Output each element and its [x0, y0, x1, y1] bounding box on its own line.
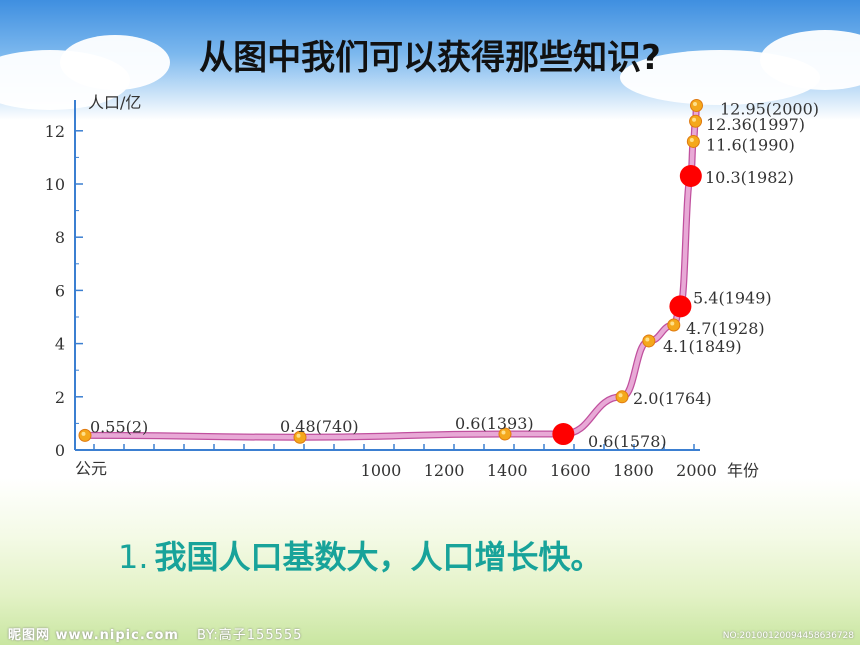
data-label: 0.48(740): [280, 417, 359, 436]
data-label: 0.6(1578): [588, 432, 667, 451]
highlight-point: [679, 165, 702, 188]
x-tick-label: 2000: [676, 461, 717, 480]
data-label: 11.6(1990): [706, 135, 795, 154]
page-title: 从图中我们可以获得那些知识?: [199, 38, 661, 78]
chart-points-layer: [78, 99, 703, 446]
highlight-point: [552, 423, 575, 446]
watermark-id: NO:20100120094458636728: [722, 631, 854, 641]
data-label: 10.3(1982): [705, 168, 794, 187]
y-tick-label: 0: [55, 441, 65, 460]
x-tick-label: 1000: [361, 461, 402, 480]
data-label: 4.7(1928): [686, 319, 765, 338]
data-label: 12.95(2000): [720, 100, 819, 119]
y-tick-label: 8: [55, 228, 65, 247]
x-tick-label: 1400: [487, 461, 528, 480]
data-point: [642, 334, 656, 348]
y-tick-label: 4: [55, 335, 65, 354]
data-point-highlight: [645, 337, 650, 342]
data-point-highlight: [692, 117, 697, 122]
data-point: [667, 318, 681, 332]
data-label: 12.36(1997): [706, 115, 805, 134]
y-tick-label: 10: [45, 175, 65, 194]
y-tick-label: 6: [55, 281, 65, 300]
population-curve: [82, 103, 699, 440]
data-point: [293, 430, 307, 444]
cloud-decoration: [60, 35, 170, 90]
data-point-highlight: [693, 102, 697, 107]
conclusion-number: 1.: [118, 538, 149, 576]
x-tick-label: 1600: [550, 461, 591, 480]
x-origin-label: 公元: [75, 459, 107, 478]
data-label: 0.55(2): [90, 417, 148, 436]
watermark-logo: 昵图网 www.nipic.com: [8, 628, 179, 643]
data-label: 0.6(1393): [455, 414, 534, 433]
highlight-point: [669, 295, 692, 318]
watermark-author: BY:高子155555: [196, 628, 303, 643]
data-point-highlight: [81, 431, 86, 436]
data-point-highlight: [501, 430, 506, 435]
data-point: [689, 114, 703, 128]
data-point: [686, 134, 700, 148]
chart-axes: 0 2 4 6 8 10 12 人口/亿 1000 1200 1400 1600 1800 2000 公元 年…: [45, 93, 759, 480]
data-point-highlight: [670, 321, 675, 326]
cloud-decoration: [760, 30, 860, 90]
grass-background: [0, 478, 860, 645]
x-tick-label: 1200: [424, 461, 465, 480]
conclusion-body: 我国人口基数大，人口增长快。: [154, 538, 603, 576]
data-label: 2.0(1764): [633, 389, 712, 408]
y-tick-label: 12: [45, 122, 65, 141]
data-point: [690, 99, 703, 113]
y-tick-label: 2: [55, 388, 65, 407]
data-label: 5.4(1949): [693, 288, 772, 307]
data-point: [78, 428, 92, 442]
conclusion-text: 1. 我国人口基数大，人口增长快。: [118, 532, 603, 578]
population-curve-edge: [81, 102, 700, 441]
data-point-highlight: [618, 393, 623, 398]
y-axis-label: 人口/亿: [88, 93, 141, 112]
data-point-highlight: [689, 137, 694, 142]
data-point: [498, 427, 512, 441]
x-tick-label: 1800: [613, 461, 654, 480]
x-axis-label: 年份: [727, 461, 759, 480]
data-point: [615, 390, 629, 404]
data-label: 4.1(1849): [663, 337, 742, 356]
population-chart: 0 2 4 6 8 10 12 人口/亿 1000 1200 1400 1600 1800 2000 公元 年…: [45, 93, 819, 480]
chart-curve-layer: [81, 102, 700, 441]
chart-labels-layer: 0.55(2) 0.48(740) 0.6(1393) 0.6(1578) 2.0(17…: [90, 100, 819, 452]
watermark-left: 昵图网 www.nipic.com BY:高子155555: [8, 624, 302, 643]
data-point-highlight: [296, 433, 301, 438]
